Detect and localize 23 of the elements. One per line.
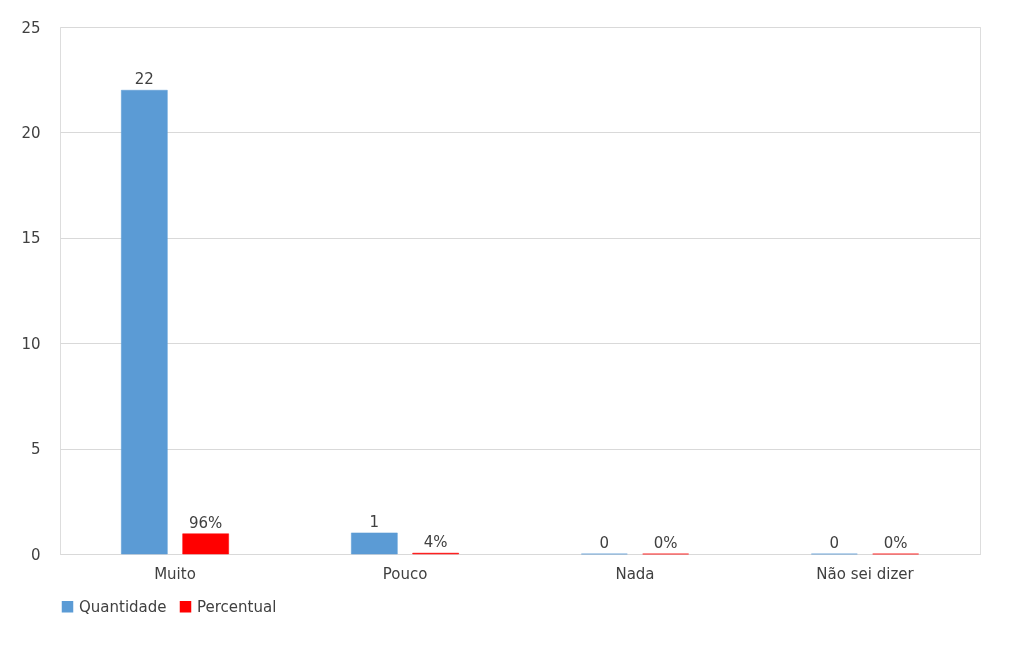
x-tick-label: Muito (154, 564, 196, 583)
y-tick-label: 25 (21, 18, 41, 37)
y-tick-label: 15 (21, 229, 41, 248)
data-label: 0 (599, 534, 610, 552)
data-label: 0% (653, 534, 678, 552)
data-label: 1 (369, 512, 380, 531)
data-label: 4% (423, 533, 448, 552)
data-label: 22 (134, 70, 154, 89)
legend-label: Quantidade (79, 597, 167, 616)
bar (182, 533, 229, 555)
data-label: 96% (188, 513, 223, 532)
data-label: 0 (829, 534, 840, 552)
bar (351, 532, 398, 555)
x-tick-label: Não sei dizer (816, 564, 915, 583)
x-tick-label: Pouco (382, 564, 428, 583)
bar (121, 89, 168, 555)
y-tick-label: 5 (30, 440, 41, 459)
y-tick-label: 20 (21, 123, 41, 142)
legend-label: Percentual (197, 597, 277, 616)
data-label: 0% (883, 534, 908, 552)
y-tick-label: 0 (30, 545, 41, 564)
x-tick-label: Nada (615, 564, 655, 583)
y-tick-label: 10 (21, 334, 41, 353)
